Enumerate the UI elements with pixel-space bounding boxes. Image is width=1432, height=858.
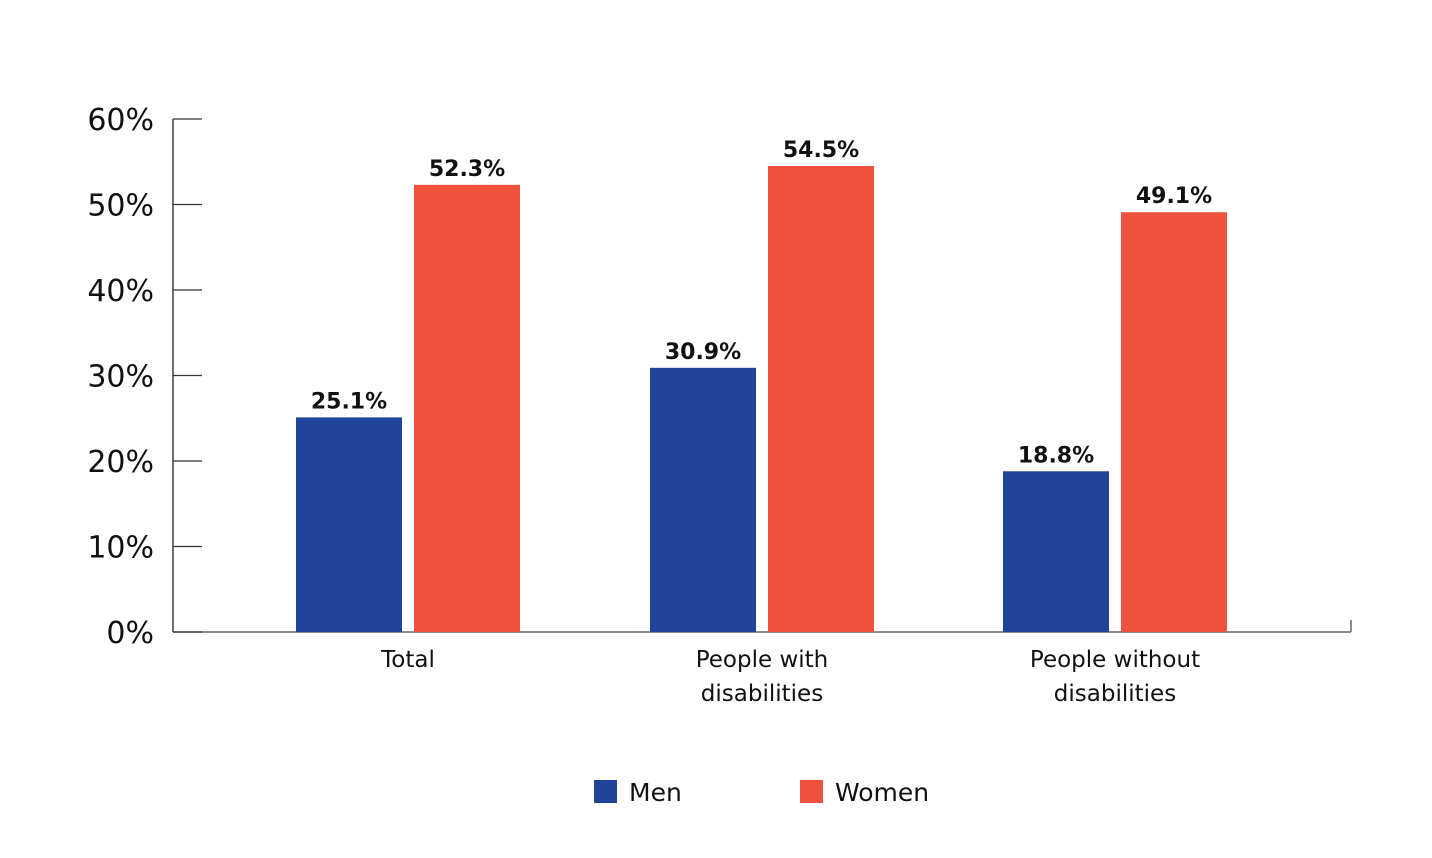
legend-swatch <box>594 780 617 803</box>
y-tick-label: 50% <box>87 189 154 224</box>
category-labels: Total People with disabilities People witho… <box>380 647 1200 707</box>
legend-swatch <box>800 780 823 803</box>
value-labels: 25.1% 52.3% 30.9% 54.5% 18.8% 49.1% <box>311 138 1212 468</box>
bars <box>296 166 1227 632</box>
data-label: 54.5% <box>783 138 859 163</box>
x-category-label: disabilities <box>701 681 823 707</box>
data-label: 18.8% <box>1018 443 1094 468</box>
bar-women <box>414 184 520 632</box>
y-tick-label: 0% <box>106 616 154 651</box>
bar-women <box>1121 212 1227 632</box>
bar-men <box>1003 471 1109 632</box>
x-category-label: Total <box>380 647 435 673</box>
data-label: 30.9% <box>665 340 741 365</box>
y-tick-label: 40% <box>87 274 154 309</box>
x-category-label: disabilities <box>1054 681 1176 707</box>
bar-men <box>650 367 756 632</box>
x-category-label: People without <box>1030 647 1200 673</box>
y-tick-label: 30% <box>87 360 154 395</box>
data-label: 25.1% <box>311 389 387 414</box>
bar-women <box>768 166 874 632</box>
legend-label: Women <box>835 778 929 807</box>
y-tick-label: 60% <box>87 103 154 138</box>
bar-men <box>296 417 402 632</box>
legend[interactable]: Men Women <box>594 778 929 807</box>
x-category-label: People with <box>696 647 829 673</box>
legend-item-women[interactable]: Women <box>800 778 929 807</box>
y-tick-label: 10% <box>87 531 154 566</box>
y-tick-label: 20% <box>87 445 154 480</box>
axes: 0% 10% 20% 30% 40% 50% 60% <box>87 103 1352 651</box>
legend-item-men[interactable]: Men <box>594 778 682 807</box>
data-label: 49.1% <box>1136 184 1212 209</box>
data-label: 52.3% <box>429 157 505 182</box>
legend-label: Men <box>629 778 682 807</box>
